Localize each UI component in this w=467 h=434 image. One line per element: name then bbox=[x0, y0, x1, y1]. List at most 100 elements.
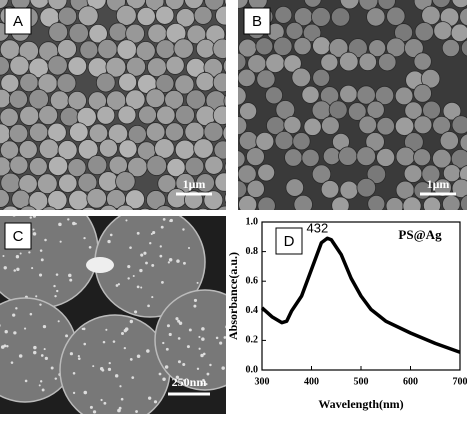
ag-dot bbox=[38, 273, 43, 277]
particle bbox=[331, 196, 350, 210]
ag-dot bbox=[0, 324, 1, 327]
ag-dot bbox=[160, 225, 164, 229]
particle bbox=[173, 38, 194, 59]
ag-dot bbox=[159, 254, 163, 258]
ag-dot bbox=[196, 367, 200, 370]
particle bbox=[48, 22, 69, 42]
particle bbox=[224, 192, 226, 204]
particle bbox=[155, 74, 175, 93]
particle bbox=[402, 196, 422, 210]
particle bbox=[302, 23, 322, 43]
ag-dot bbox=[54, 377, 58, 380]
particle bbox=[368, 39, 387, 58]
particle bbox=[374, 85, 395, 106]
particle bbox=[395, 180, 415, 200]
ag-dot bbox=[175, 375, 180, 379]
particle bbox=[97, 38, 118, 60]
particle bbox=[212, 105, 226, 125]
ag-dot bbox=[114, 374, 119, 378]
ag-dot bbox=[33, 345, 37, 350]
particle bbox=[164, 122, 185, 142]
ag-dot bbox=[81, 327, 84, 331]
label-box bbox=[4, 7, 32, 35]
ag-dot bbox=[149, 242, 152, 245]
particle bbox=[9, 155, 29, 175]
particle bbox=[273, 36, 293, 57]
particle bbox=[0, 140, 20, 160]
particle bbox=[48, 155, 69, 177]
x-tick-label: 500 bbox=[354, 376, 369, 387]
particle bbox=[67, 90, 87, 111]
ag-dot bbox=[42, 325, 47, 329]
particle bbox=[403, 164, 423, 183]
particle bbox=[19, 105, 40, 126]
panel-label: C bbox=[13, 228, 24, 245]
particle bbox=[265, 53, 285, 73]
particle bbox=[339, 180, 359, 200]
ag-dot bbox=[13, 269, 16, 272]
particle bbox=[28, 88, 49, 110]
ag-dot bbox=[39, 303, 42, 306]
ag-dot bbox=[83, 390, 88, 395]
particle bbox=[108, 22, 128, 42]
particle bbox=[238, 52, 247, 71]
particle bbox=[321, 116, 340, 135]
ag-dot bbox=[56, 289, 59, 293]
particle bbox=[217, 205, 226, 210]
ag-dot bbox=[198, 347, 201, 350]
ag-dot bbox=[88, 245, 92, 249]
label-box bbox=[4, 222, 32, 250]
particle bbox=[213, 140, 226, 160]
particle bbox=[155, 5, 175, 25]
ag-dot bbox=[139, 268, 143, 273]
ag-dot bbox=[205, 383, 208, 386]
particle bbox=[81, 206, 96, 210]
debris bbox=[86, 257, 114, 273]
particle bbox=[285, 21, 304, 40]
particle bbox=[165, 55, 185, 75]
ag-dot bbox=[69, 352, 73, 356]
sem-image-a bbox=[0, 0, 226, 210]
particle bbox=[291, 67, 312, 88]
particle bbox=[0, 0, 9, 10]
particle bbox=[238, 131, 259, 151]
particle bbox=[413, 148, 432, 167]
ag-dot bbox=[124, 327, 129, 331]
ag-dot bbox=[162, 377, 166, 382]
ag-dot bbox=[50, 366, 54, 370]
particle bbox=[367, 194, 386, 210]
particle bbox=[47, 55, 68, 76]
ag-dot bbox=[24, 327, 27, 330]
particle bbox=[238, 116, 248, 136]
particle bbox=[41, 206, 57, 210]
particle bbox=[77, 139, 99, 160]
particle bbox=[77, 5, 99, 27]
particle bbox=[377, 0, 396, 10]
particle bbox=[413, 115, 433, 135]
particle bbox=[116, 204, 135, 210]
particle bbox=[223, 94, 226, 108]
particle bbox=[156, 205, 174, 210]
particle bbox=[442, 101, 462, 121]
particle bbox=[246, 147, 265, 167]
particle bbox=[115, 171, 136, 192]
particle bbox=[29, 0, 50, 9]
ag-dot bbox=[39, 249, 43, 252]
ag-dot bbox=[118, 406, 122, 410]
x-tick-label: 300 bbox=[255, 376, 270, 387]
particle bbox=[57, 39, 77, 59]
ag-dot bbox=[196, 281, 199, 284]
ag-dot bbox=[153, 400, 158, 404]
particle bbox=[36, 173, 58, 195]
particle bbox=[2, 205, 19, 210]
ag-dot bbox=[244, 325, 247, 328]
particle bbox=[155, 39, 176, 59]
particle bbox=[18, 140, 38, 160]
particle bbox=[67, 158, 87, 178]
particle bbox=[450, 23, 467, 43]
ag-dot bbox=[12, 313, 16, 317]
ag-dot bbox=[65, 334, 69, 338]
ag-dot bbox=[198, 335, 201, 339]
ag-dot bbox=[123, 346, 126, 350]
ag-dot bbox=[112, 340, 116, 343]
